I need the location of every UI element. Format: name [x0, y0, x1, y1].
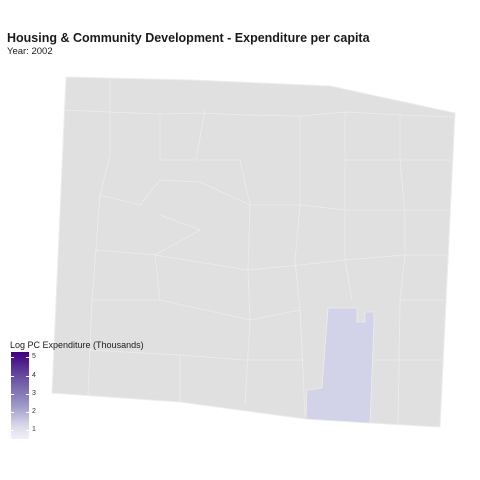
map-title: Housing & Community Development - Expend… — [7, 31, 370, 45]
legend-tick-mark-right — [26, 411, 29, 413]
legend-tick-mark-left — [11, 357, 14, 359]
legend-tick-mark-right — [26, 393, 29, 395]
legend-tick-mark-left — [11, 411, 14, 413]
legend-tick-label: 3 — [32, 389, 36, 397]
legend-tick-mark-left — [11, 429, 14, 431]
legend-tick-label: 2 — [32, 407, 36, 415]
legend-tick-mark-left — [11, 393, 14, 395]
legend-tick-label: 4 — [32, 371, 36, 379]
legend-title: Log PC Expenditure (Thousands) — [10, 340, 144, 350]
county-with-data — [305, 307, 375, 424]
legend-tick-label: 1 — [32, 425, 36, 433]
legend-tick-mark-left — [11, 375, 14, 377]
state-outline — [51, 76, 456, 428]
county-borders — [62, 78, 454, 426]
legend-tick-label: 5 — [32, 353, 36, 361]
legend-tick-mark-right — [26, 375, 29, 377]
legend-tick-mark-right — [26, 357, 29, 359]
map-subtitle: Year: 2002 — [7, 46, 53, 57]
legend-color-bar — [11, 352, 29, 439]
legend-tick-mark-right — [26, 429, 29, 431]
